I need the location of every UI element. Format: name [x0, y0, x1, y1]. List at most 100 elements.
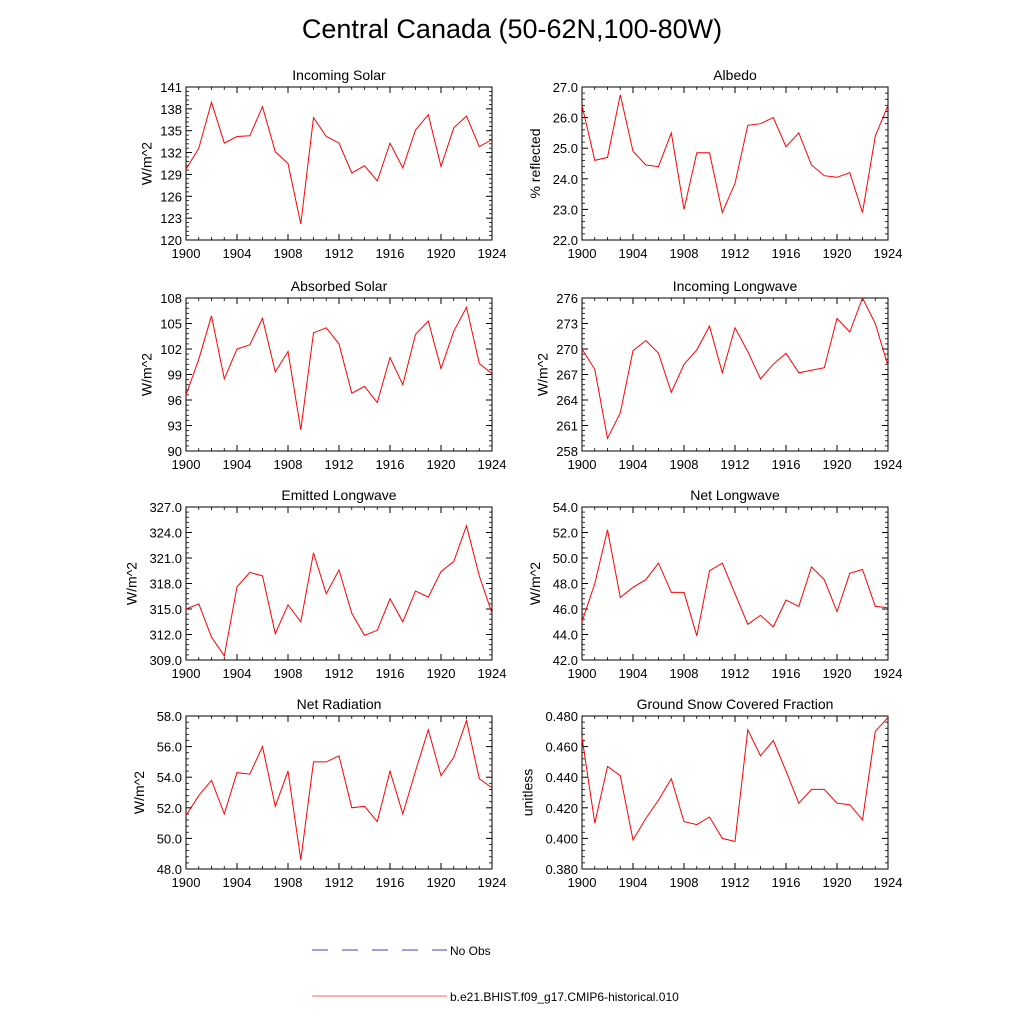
y-tick-label: 50.0 — [553, 551, 578, 566]
x-tick-label: 1920 — [823, 246, 852, 261]
x-tick-label: 1912 — [325, 457, 354, 472]
y-tick-label: 54.0 — [157, 770, 182, 785]
plot-frame — [581, 86, 889, 241]
x-tick-label: 1912 — [721, 246, 750, 261]
y-tick-label: 48.0 — [553, 577, 578, 592]
x-tick-label: 1924 — [478, 875, 507, 890]
y-tick-label: 24.0 — [553, 172, 578, 187]
x-tick-label: 1904 — [619, 457, 648, 472]
x-tick-label: 1900 — [568, 457, 597, 472]
x-tick-label: 1908 — [274, 666, 303, 681]
x-tick-label: 1904 — [223, 666, 252, 681]
panel-title: Ground Snow Covered Fraction — [637, 696, 834, 712]
chart-panel-7: Ground Snow Covered Fraction 1900 1904 1908… — [520, 696, 903, 890]
panel-title: Incoming Longwave — [673, 278, 798, 294]
y-tick-label: 273 — [556, 317, 578, 332]
y-tick-label: 141 — [160, 80, 182, 95]
x-tick-label: 1908 — [670, 246, 699, 261]
x-tick-label: 1916 — [376, 666, 405, 681]
y-tick-label: 50.0 — [157, 831, 182, 846]
x-tick-label: 1900 — [568, 666, 597, 681]
y-axis-label: W/m^2 — [535, 353, 551, 396]
y-tick-label: 27.0 — [553, 80, 578, 95]
panel-title: Emitted Longwave — [281, 487, 396, 503]
x-tick-label: 1924 — [478, 246, 507, 261]
chart-panel-5: Net Longwave 1900 1904 1908 1912 1916 1920 1924… — [527, 487, 902, 681]
x-tick-label: 1908 — [274, 875, 303, 890]
series-line-model — [185, 100, 493, 225]
legend: No Obs b.e21.BHIST.f09_g17.CMIP6-historic… — [312, 944, 679, 1004]
y-tick-label: 135 — [160, 124, 182, 139]
y-tick-label: 108 — [160, 291, 182, 306]
y-tick-label: 99 — [168, 368, 182, 383]
y-tick-label: 0.440 — [545, 770, 578, 785]
x-tick-label: 1920 — [427, 875, 456, 890]
x-tick-label: 1924 — [478, 666, 507, 681]
x-tick-label: 1924 — [874, 875, 903, 890]
chart-panel-3: Incoming Longwave 1900 1904 1908 1912 1916 192… — [535, 278, 903, 472]
page-title: Central Canada (50-62N,100-80W) — [301, 14, 723, 44]
y-axis-label: % reflected — [527, 128, 543, 198]
panel-title: Net Longwave — [690, 487, 780, 503]
y-tick-label: 90 — [168, 444, 182, 459]
x-tick-label: 1916 — [772, 457, 801, 472]
y-axis-label: W/m^2 — [527, 562, 543, 605]
y-tick-label: 25.0 — [553, 141, 578, 156]
y-tick-label: 96 — [168, 393, 182, 408]
plot-frame — [185, 506, 493, 661]
y-tick-label: 267 — [556, 368, 578, 383]
y-tick-label: 315.0 — [149, 602, 182, 617]
x-tick-label: 1908 — [670, 875, 699, 890]
x-tick-label: 1916 — [772, 666, 801, 681]
y-axis-label: unitless — [520, 769, 536, 816]
x-tick-label: 1924 — [874, 246, 903, 261]
y-tick-label: 52.0 — [157, 801, 182, 816]
y-tick-label: 312.0 — [149, 628, 182, 643]
y-axis-label: W/m^2 — [139, 353, 155, 396]
y-tick-label: 0.400 — [545, 831, 578, 846]
x-tick-label: 1908 — [670, 457, 699, 472]
y-tick-label: 102 — [160, 342, 182, 357]
chart-panel-2: Absorbed Solar 1900 1904 1908 1912 1916 1920 19… — [139, 278, 507, 472]
y-tick-label: 120 — [160, 233, 182, 248]
panel-title: Incoming Solar — [292, 67, 386, 83]
y-tick-label: 327.0 — [149, 500, 182, 515]
x-tick-label: 1904 — [223, 875, 252, 890]
y-tick-label: 46.0 — [553, 602, 578, 617]
x-tick-label: 1920 — [823, 875, 852, 890]
y-tick-label: 258 — [556, 444, 578, 459]
panel-title: Net Radiation — [297, 696, 382, 712]
y-tick-label: 0.420 — [545, 801, 578, 816]
plot-frame — [581, 506, 889, 661]
x-tick-label: 1912 — [721, 457, 750, 472]
y-tick-label: 105 — [160, 317, 182, 332]
y-tick-label: 52.0 — [553, 526, 578, 541]
y-tick-label: 54.0 — [553, 500, 578, 515]
x-tick-label: 1916 — [772, 875, 801, 890]
y-tick-label: 309.0 — [149, 653, 182, 668]
y-tick-label: 276 — [556, 291, 578, 306]
x-tick-label: 1912 — [325, 875, 354, 890]
x-tick-label: 1908 — [670, 666, 699, 681]
x-tick-label: 1912 — [721, 875, 750, 890]
y-tick-label: 321.0 — [149, 551, 182, 566]
y-tick-label: 56.0 — [157, 740, 182, 755]
chart-panel-1: Albedo 1900 1904 1908 1912 1916 1920 1924 22.0 23… — [527, 67, 902, 261]
y-tick-label: 0.460 — [545, 740, 578, 755]
series-line-model — [185, 523, 493, 658]
chart-panel-0: Incoming Solar 1900 1904 1908 1912 1916 1920 19… — [139, 67, 507, 261]
x-tick-label: 1900 — [172, 875, 201, 890]
y-tick-label: 264 — [556, 393, 578, 408]
series-line-model — [581, 717, 889, 843]
plot-frame — [185, 715, 493, 870]
chart-panel-6: Net Radiation 1900 1904 1908 1912 1916 1920 192… — [131, 696, 506, 890]
x-tick-label: 1916 — [376, 457, 405, 472]
x-tick-label: 1924 — [478, 457, 507, 472]
x-tick-label: 1920 — [427, 457, 456, 472]
series-line-model — [185, 305, 493, 430]
x-tick-label: 1900 — [568, 246, 597, 261]
x-tick-label: 1908 — [274, 457, 303, 472]
x-tick-label: 1904 — [619, 246, 648, 261]
x-tick-label: 1900 — [172, 666, 201, 681]
x-tick-label: 1912 — [721, 666, 750, 681]
